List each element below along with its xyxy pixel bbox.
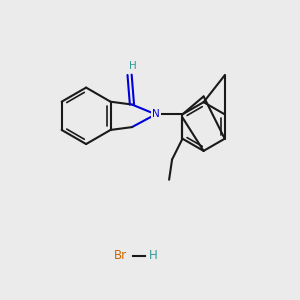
Text: N: N: [152, 109, 160, 119]
Text: Br: Br: [114, 249, 127, 262]
Text: H: H: [129, 61, 137, 71]
Text: H: H: [149, 249, 158, 262]
